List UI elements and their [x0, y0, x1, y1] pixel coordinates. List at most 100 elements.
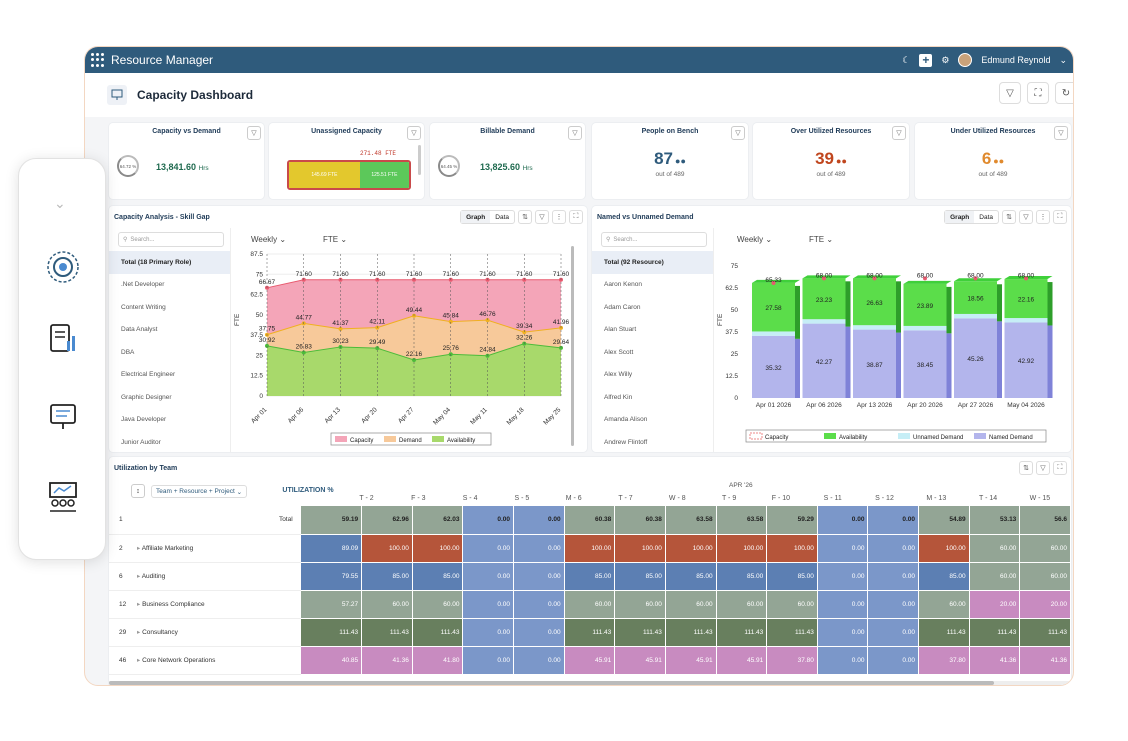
table-row[interactable]: 12 ▸ Business Compliance 57.27 60.00 60.00 0.…	[109, 590, 1071, 619]
data-tab[interactable]: Data	[979, 213, 993, 221]
utilization-cell[interactable]: 59.19	[300, 506, 363, 535]
capacity-point[interactable]	[973, 276, 978, 281]
list-item[interactable]: Alex Willy	[604, 371, 633, 379]
data-point[interactable]	[485, 318, 490, 323]
utilization-cell[interactable]: 111.43	[614, 618, 666, 647]
notification-bell-icon[interactable]: ⚙	[941, 54, 950, 65]
day-column-header[interactable]: T - 7	[618, 495, 633, 502]
report-checklist-icon[interactable]	[43, 319, 83, 359]
day-column-header[interactable]: M - 13	[926, 495, 947, 502]
utilization-cell[interactable]: 111.43	[412, 618, 464, 647]
sort-icon[interactable]: ⇅	[518, 210, 532, 224]
utilization-cell[interactable]: 60.00	[716, 590, 768, 619]
utilization-cell[interactable]: 0.00	[513, 646, 565, 675]
expand-row-icon[interactable]: ▸	[137, 601, 143, 608]
table-row[interactable]: 46 ▸ Core Network Operations 40.85 41.36 41.…	[109, 646, 1071, 675]
utilization-cell[interactable]: 111.43	[969, 618, 1021, 647]
table-row[interactable]: 2 ▸ Affiliate Marketing 89.09 100.00 100.00 0…	[109, 534, 1071, 563]
list-item[interactable]: Andrew Flintoff	[604, 438, 648, 446]
utilization-cell[interactable]: 85.00	[564, 562, 616, 591]
filter-icon[interactable]: ▽	[731, 126, 745, 140]
scrollbar[interactable]	[418, 145, 421, 175]
capacity-point[interactable]	[822, 276, 826, 281]
row-label[interactable]: 6 ▸ Auditing	[109, 562, 301, 591]
utilization-cell[interactable]: 62.03	[412, 506, 464, 535]
utilization-cell[interactable]: 60.38	[564, 506, 616, 535]
bar-availability[interactable]	[802, 278, 846, 320]
utilization-cell[interactable]: 85.00	[918, 562, 970, 591]
utilization-cell[interactable]: 45.91	[564, 646, 616, 675]
utilization-cell[interactable]: 100.00	[716, 534, 768, 563]
utilization-cell[interactable]: 85.00	[614, 562, 666, 591]
period-select[interactable]: Weekly ⌄	[251, 235, 287, 244]
row-label[interactable]: 29 ▸ Consultancy	[109, 618, 301, 647]
utilization-cell[interactable]: 100.00	[766, 534, 818, 563]
row-label[interactable]: 2 ▸ Affiliate Marketing	[109, 534, 301, 563]
expand-icon[interactable]: ⛶	[569, 210, 583, 224]
utilization-cell[interactable]: 0.00	[867, 506, 920, 535]
user-name[interactable]: Edmund Reynold	[981, 55, 1051, 65]
list-item[interactable]: Alfred Kin	[604, 393, 633, 401]
day-column-header[interactable]: T - 14	[979, 495, 998, 502]
utilization-cell[interactable]: 100.00	[918, 534, 970, 563]
day-column-header[interactable]: F - 3	[411, 495, 426, 502]
utilization-cell[interactable]: 60.00	[1019, 562, 1071, 591]
filter-icon[interactable]: ▽	[247, 126, 261, 140]
data-tab[interactable]: Data	[495, 213, 509, 221]
utilization-cell[interactable]: 111.43	[918, 618, 970, 647]
data-point[interactable]	[375, 346, 380, 351]
table-row[interactable]: 6 ▸ Auditing 79.55 85.00 85.00 0.00 0.00 85.00 8…	[109, 562, 1071, 591]
bar-availability[interactable]	[752, 282, 795, 332]
utilization-cell[interactable]: 41.36	[361, 646, 413, 675]
expand-row-icon[interactable]: ▸	[137, 573, 142, 580]
table-row[interactable]: 1 Total 59.19 62.96 62.03 0.00 0.00 60.38 60.38 6…	[109, 506, 1071, 535]
filter-button[interactable]: ▽	[999, 82, 1021, 104]
utilization-cell[interactable]: 111.43	[1019, 618, 1071, 647]
utilization-cell[interactable]: 0.00	[867, 534, 920, 563]
unit-select[interactable]: FTE ⌄	[323, 235, 348, 244]
utilization-cell[interactable]: 60.00	[665, 590, 717, 619]
utilization-cell[interactable]: 40.85	[300, 646, 363, 675]
team-meeting-icon[interactable]	[43, 477, 83, 517]
utilization-cell[interactable]: 0.00	[513, 506, 565, 535]
utilization-cell[interactable]: 60.00	[766, 590, 818, 619]
utilization-cell[interactable]: 0.00	[817, 646, 869, 675]
bar-availability[interactable]	[903, 283, 947, 326]
utilization-cell[interactable]: 85.00	[412, 562, 464, 591]
utilization-cell[interactable]: 85.00	[716, 562, 768, 591]
utilization-cell[interactable]: 79.55	[300, 562, 363, 591]
day-column-header[interactable]: S - 11	[823, 495, 842, 502]
utilization-cell[interactable]: 20.00	[969, 590, 1021, 619]
utilization-cell[interactable]: 85.00	[766, 562, 818, 591]
bar-unnamed-demand[interactable]	[853, 325, 896, 330]
app-grid-icon[interactable]	[91, 53, 105, 67]
filter-icon[interactable]: ▽	[1036, 461, 1050, 475]
utilization-cell[interactable]: 0.00	[462, 590, 515, 619]
settings-gear-icon[interactable]	[43, 247, 83, 287]
graph-tab[interactable]: Graph	[945, 211, 975, 223]
utilization-cell[interactable]: 60.00	[361, 590, 413, 619]
utilization-cell[interactable]: 0.00	[462, 506, 515, 535]
data-point[interactable]	[265, 343, 269, 348]
presentation-screen-icon[interactable]	[43, 397, 83, 437]
unit-select[interactable]: FTE ⌄	[809, 235, 834, 244]
utilization-cell[interactable]: 0.00	[462, 562, 515, 591]
list-item[interactable]: Adam Caron	[604, 303, 641, 311]
data-point[interactable]	[301, 350, 306, 355]
sort-icon[interactable]: ⇅	[1002, 210, 1016, 224]
utilization-cell[interactable]: 0.00	[867, 618, 920, 647]
table-row[interactable]: 29 ▸ Consultancy 111.43 111.43 111.43 0.00 0.0…	[109, 618, 1071, 647]
utilization-cell[interactable]: 63.58	[716, 506, 768, 535]
refresh-button[interactable]: ↻	[1055, 82, 1073, 104]
utilization-cell[interactable]: 41.80	[412, 646, 464, 675]
utilization-cell[interactable]: 100.00	[665, 534, 717, 563]
day-column-header[interactable]: S - 5	[514, 495, 530, 502]
data-point[interactable]	[448, 319, 453, 324]
graph-tab[interactable]: Graph	[461, 211, 491, 223]
utilization-cell[interactable]: 100.00	[614, 534, 666, 563]
day-column-header[interactable]: S - 12	[875, 495, 894, 502]
utilization-cell[interactable]: 100.00	[564, 534, 616, 563]
data-point[interactable]	[338, 326, 343, 331]
day-column-header[interactable]: T - 2	[359, 495, 374, 502]
utilization-cell[interactable]: 0.00	[817, 534, 869, 563]
